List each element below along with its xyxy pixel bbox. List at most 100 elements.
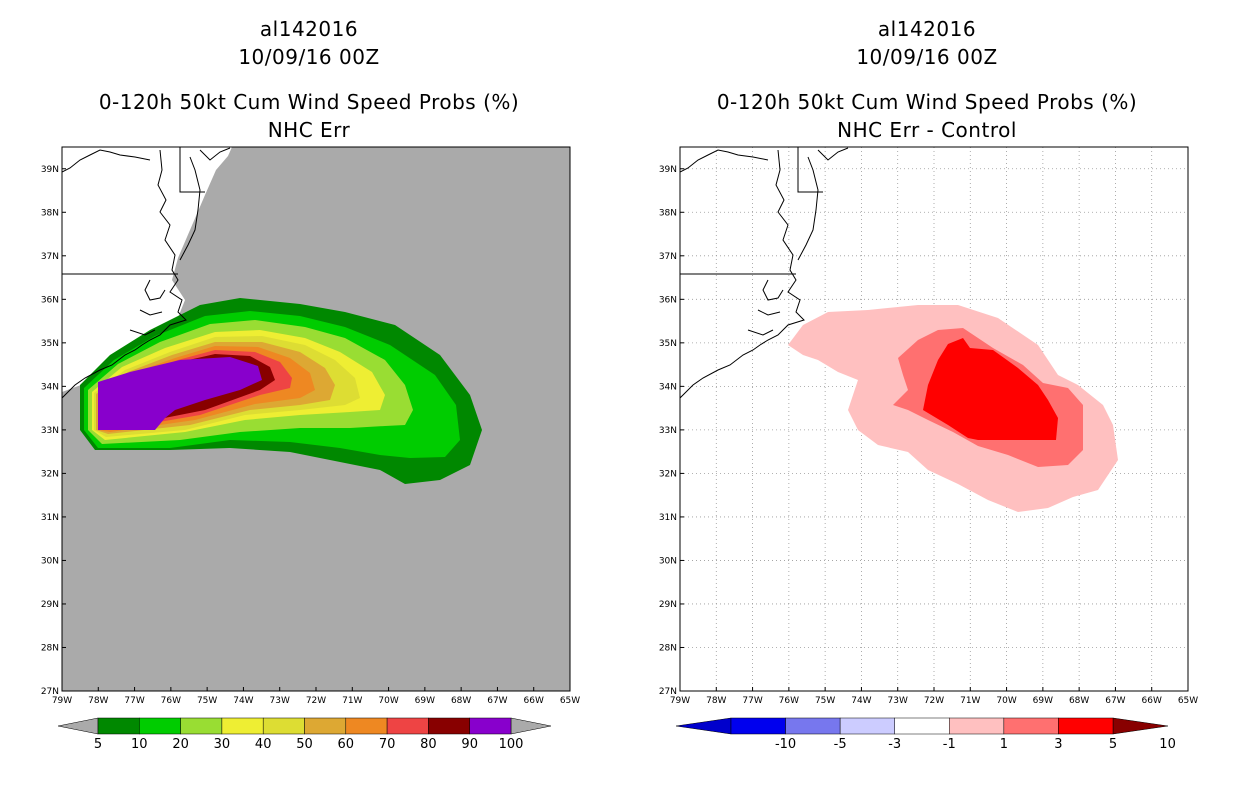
right-datetime: 10/09/16 00Z [856, 45, 998, 69]
left-lon-label: 79W [52, 696, 72, 706]
left-lat-label: 27N [41, 687, 59, 697]
right-storm-id: al142016 [877, 17, 977, 41]
colorbar-label: 90 [461, 737, 478, 752]
left-lon-label: 67W [487, 696, 507, 706]
left-colorbar: 5 10 20 30 40 50 60 70 80 90 100 [57, 717, 552, 752]
right-lat-labels: 39N 38N 37N 36N 35N 34N 33N 32N 31N 30N 29N 28N 27N [659, 165, 684, 697]
left-lat-labels: 39N 38N 37N 36N 35N 34N 33N 32N 31N 30N 29N 28N 27N [41, 165, 66, 697]
right-state-borders [680, 147, 823, 275]
right-map: 39N38N37N36N35N34N33N32N31N30N29N28N27N … [659, 146, 1198, 752]
colorbar-label: 20 [172, 737, 189, 752]
colorbar-swatch [345, 717, 388, 735]
left-lon-label: 77W [124, 696, 144, 706]
colorbar-label: -5 [834, 737, 847, 752]
left-storm-id: al142016 [259, 17, 359, 41]
right-lon-labels: 79W 78W 77W 76W 75W 74W 73W 72W 71W 70W 69W 68W 67W 6… [670, 687, 1198, 706]
right-lat-label: 32N [659, 469, 677, 479]
left-panel: al142016 10/09/16 00Z 0-120h 50kt Cum Wi… [41, 17, 580, 752]
left-lon-label: 69W [415, 696, 435, 706]
right-lat-label: 29N [659, 600, 677, 610]
right-lon-label: 75W [815, 696, 835, 706]
right-lon-label: 76W [779, 696, 799, 706]
left-land [62, 147, 232, 392]
colorbar-right-end [510, 717, 552, 735]
right-lat-label: 31N [659, 513, 677, 523]
colorbar-label: 40 [255, 737, 272, 752]
colorbar-right-end [1112, 717, 1169, 735]
left-coastline [62, 147, 231, 399]
colorbar-label: 60 [338, 737, 355, 752]
left-lat-label: 29N [41, 600, 59, 610]
right-lon-label: 70W [996, 696, 1016, 706]
left-lat-label: 30N [41, 556, 59, 566]
colorbar-swatch [730, 717, 786, 735]
colorbar-left-end [57, 717, 99, 735]
left-lon-label: 71W [342, 696, 362, 706]
colorbar-label: 80 [420, 737, 437, 752]
left-lon-label: 73W [270, 696, 290, 706]
left-lat-label: 35N [41, 339, 59, 349]
left-lon-label: 74W [233, 696, 253, 706]
left-lon-label: 76W [161, 696, 181, 706]
left-lon-label: 65W [560, 696, 580, 706]
colorbar-swatch [1058, 717, 1114, 735]
right-lon-label: 67W [1105, 696, 1125, 706]
colorbar-label: 10 [1159, 737, 1176, 752]
colorbar-swatch [386, 717, 429, 735]
colorbar-label: 50 [296, 737, 313, 752]
right-lat-label: 36N [659, 295, 677, 305]
left-lon-label: 70W [378, 696, 398, 706]
left-lat-label: 31N [41, 513, 59, 523]
left-lon-label: 72W [306, 696, 326, 706]
right-lat-label: 28N [659, 643, 677, 653]
colorbar-swatch [221, 717, 264, 735]
colorbar-label: 1 [1000, 737, 1008, 752]
colorbar-swatch [839, 717, 895, 735]
left-lon-label: 78W [88, 696, 108, 706]
colorbar-label: 30 [214, 737, 231, 752]
colorbar-swatch [180, 717, 223, 735]
colorbar-label: 3 [1054, 737, 1062, 752]
right-lon-label: 66W [1142, 696, 1162, 706]
right-lat-label: 37N [659, 252, 677, 262]
left-datetime: 10/09/16 00Z [238, 45, 380, 69]
colorbar-label: 10 [131, 737, 148, 752]
right-lon-label: 79W [670, 696, 690, 706]
colorbar-left-end [675, 717, 732, 735]
contour-90 [98, 357, 262, 430]
right-lat-label: 34N [659, 382, 677, 392]
left-lon-label: 68W [451, 696, 471, 706]
right-lat-label: 39N [659, 165, 677, 175]
colorbar-label: -1 [943, 737, 956, 752]
colorbar-swatch [785, 717, 841, 735]
colorbar-label: -10 [775, 737, 796, 752]
left-product-title: 0-120h 50kt Cum Wind Speed Probs (%) [98, 90, 520, 114]
colorbar-label: 100 [499, 737, 524, 752]
left-lat-label: 32N [41, 469, 59, 479]
left-lat-label: 39N [41, 165, 59, 175]
colorbar-swatch [1003, 717, 1059, 735]
right-lat-label: 33N [659, 426, 677, 436]
right-lon-label: 73W [888, 696, 908, 706]
right-lon-label: 69W [1033, 696, 1053, 706]
right-lat-label: 35N [659, 339, 677, 349]
right-lon-label: 71W [960, 696, 980, 706]
left-lon-labels: 79W 78W 77W 76W 75W 74W 73W 72W 71W 70W 69W 68W 67W 6… [52, 687, 580, 706]
right-lon-label: 78W [706, 696, 726, 706]
right-lat-label: 30N [659, 556, 677, 566]
right-lon-label: 72W [924, 696, 944, 706]
colorbar-swatch [949, 717, 1005, 735]
right-lon-label: 74W [851, 696, 871, 706]
colorbar-label: 5 [1109, 737, 1117, 752]
right-subtitle: NHC Err - Control [837, 118, 1017, 142]
left-lat-label: 33N [41, 426, 59, 436]
right-lon-label: 68W [1069, 696, 1089, 706]
right-lat-label: 27N [659, 687, 677, 697]
diff-contour-5to10 [923, 338, 1058, 440]
colorbar-swatch [139, 717, 181, 735]
left-lon-label: 75W [197, 696, 217, 706]
colorbar-swatch [304, 717, 347, 735]
left-lat-label: 38N [41, 208, 59, 218]
left-map: 39N38N37N36N35N34N33N32N31N30N29N28N27N … [41, 146, 580, 752]
colorbar-swatch [97, 717, 140, 735]
